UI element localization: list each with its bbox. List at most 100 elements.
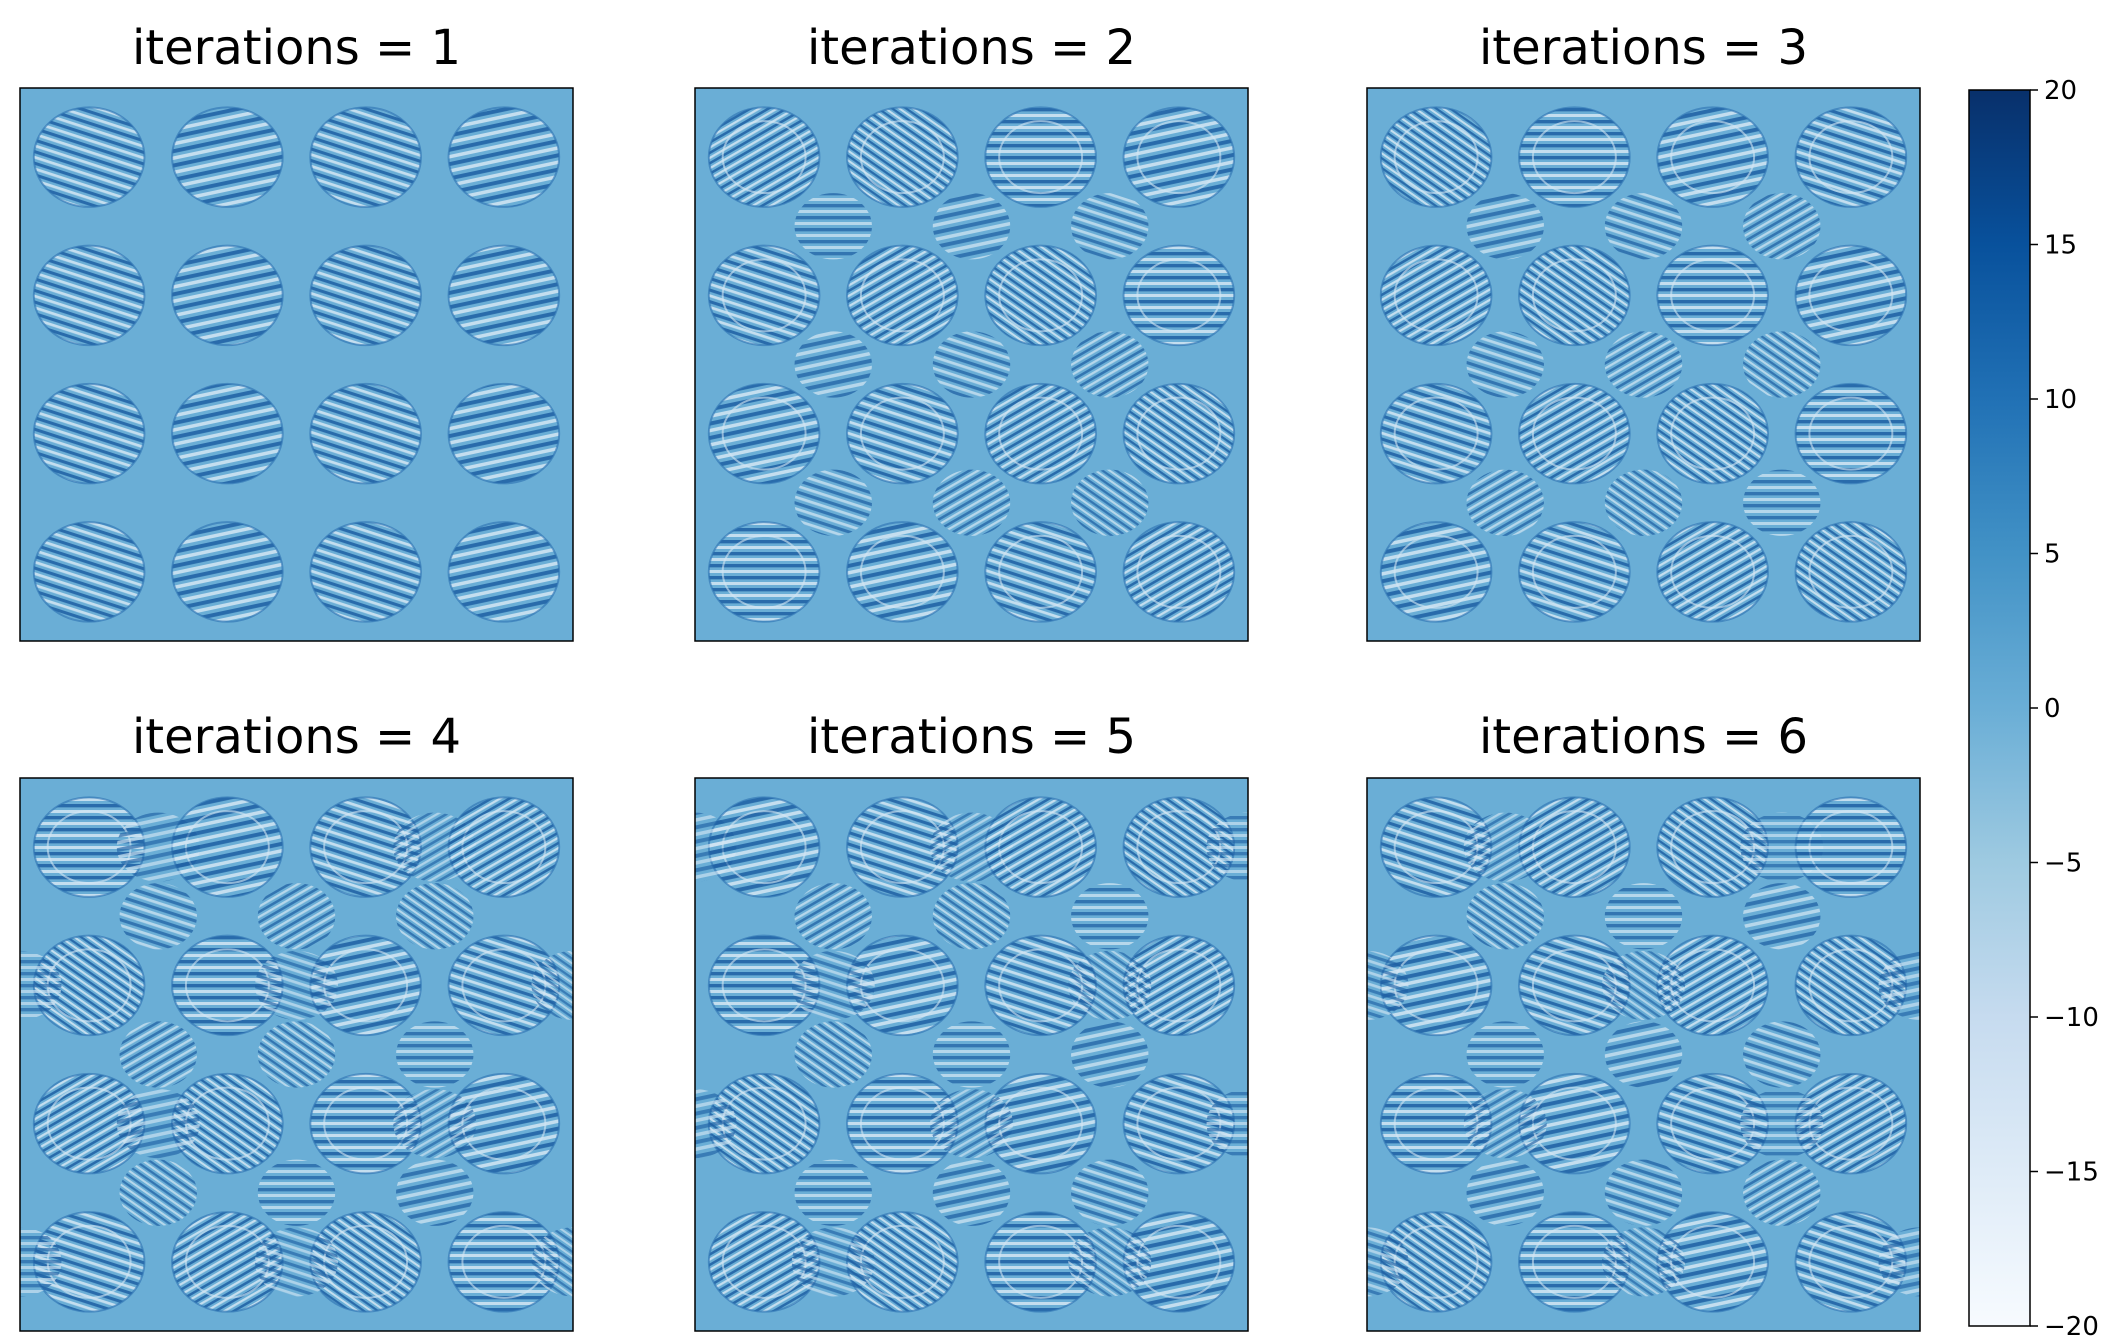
wave-packet	[1068, 1227, 1152, 1297]
wave-packet	[1656, 382, 1769, 485]
wave-packet	[1379, 244, 1493, 347]
wave-packet	[1122, 244, 1236, 347]
wave-packet	[846, 244, 959, 347]
colorbar-tick-label: −20	[2044, 1312, 2099, 1341]
wave-packet	[984, 382, 1097, 485]
wave-packet	[255, 1227, 338, 1297]
wave-packet	[1794, 244, 1908, 347]
wave-packet	[1326, 674, 1409, 743]
wave-packet	[447, 244, 561, 347]
wave-packet	[20, 1227, 62, 1297]
panel-4: iterations = 4	[0, 674, 574, 1332]
colorbar-gradient	[1968, 89, 2031, 1327]
wave-packet	[794, 331, 872, 398]
panel-5: iterations = 5	[694, 709, 1249, 1332]
wave-packet	[531, 1227, 573, 1297]
wave-packet	[171, 244, 284, 347]
wave-packet	[1743, 331, 1821, 398]
wave-packet	[255, 950, 338, 1020]
wave-packet	[930, 812, 1013, 882]
wave-packet	[932, 883, 1011, 950]
wave-packet	[396, 883, 474, 950]
wave-packet	[1071, 193, 1149, 260]
wave-packet	[1878, 1227, 1920, 1297]
panel-frame	[1366, 777, 1921, 1332]
panel-title: iterations = 1	[132, 20, 461, 76]
panel-frame	[19, 87, 574, 642]
wave-packet	[1071, 1159, 1149, 1226]
wave-packet	[447, 521, 561, 623]
panels: iterations = 1 iterations = 2 iterations =…	[0, 20, 1962, 1332]
wave-packet	[1379, 521, 1493, 623]
panel-frame	[694, 87, 1249, 642]
wave-packet	[695, 812, 737, 882]
wave-packet	[171, 382, 284, 485]
wave-packet	[32, 521, 146, 623]
wave-packet	[1794, 106, 1908, 208]
wave-packet	[930, 1089, 1013, 1159]
wave-packet	[396, 1021, 474, 1088]
wave-packet	[0, 674, 61, 743]
wave-packet	[20, 950, 62, 1020]
wave-packet	[846, 106, 959, 208]
wave-packet	[1656, 244, 1769, 347]
wave-packet	[1518, 382, 1631, 485]
wave-packet	[1604, 883, 1683, 950]
wave-packet	[32, 106, 146, 208]
wave-packet	[1604, 1021, 1683, 1088]
wave-packet	[794, 883, 872, 950]
wave-packet	[1879, 674, 1962, 743]
wave-packet	[794, 469, 872, 536]
wave-packet	[309, 106, 422, 208]
wave-packet	[309, 521, 422, 623]
wave-packet	[1518, 106, 1631, 208]
wave-packet	[1604, 193, 1683, 260]
wave-packet	[1518, 521, 1631, 623]
wave-packet	[1466, 331, 1544, 398]
wave-packet	[1463, 812, 1547, 882]
colorbar-tick-label: 5	[2044, 540, 2061, 570]
wave-packet	[1656, 106, 1769, 208]
wave-packet	[1206, 1089, 1248, 1159]
wave-packet	[1602, 1227, 1685, 1297]
wave-packet	[1122, 106, 1236, 208]
wave-packet	[116, 1089, 200, 1159]
panel-6: iterations = 6	[1326, 674, 1962, 1332]
wave-packet	[119, 883, 197, 950]
wave-packet	[707, 382, 821, 485]
colorbar-tick-label: −15	[2044, 1158, 2099, 1188]
wave-packet	[1071, 331, 1149, 398]
wave-packet	[257, 1021, 336, 1088]
colorbar-tick-label: 0	[2044, 694, 2061, 724]
colorbar-tick-label: 20	[2044, 76, 2077, 106]
wave-packet	[1604, 1159, 1683, 1226]
wave-packet	[1367, 950, 1409, 1020]
colorbar-tick-label: −5	[2044, 849, 2082, 879]
wave-packet	[447, 106, 561, 208]
wave-packet	[1071, 1021, 1149, 1088]
wave-packet	[984, 521, 1097, 623]
panel-title: iterations = 4	[132, 709, 461, 765]
wave-packet	[309, 382, 422, 485]
wave-packet	[1878, 950, 1920, 1020]
wave-packet	[1466, 193, 1544, 260]
wave-packet	[794, 1159, 872, 1226]
wave-packet	[1743, 469, 1821, 536]
wave-packet	[1656, 521, 1769, 623]
wave-packet	[707, 244, 821, 347]
wave-packet	[791, 950, 875, 1020]
wave-packet	[119, 1021, 197, 1088]
wave-packet	[1466, 1021, 1544, 1088]
panel-title: iterations = 3	[1479, 20, 1808, 76]
wave-packet	[1071, 469, 1149, 536]
wave-packet	[171, 106, 284, 208]
panel-title: iterations = 5	[807, 709, 1136, 765]
wave-packet	[794, 1021, 872, 1088]
wave-packet	[1743, 1159, 1821, 1226]
wave-packet	[531, 950, 573, 1020]
wave-packet	[1466, 883, 1544, 950]
wave-packet	[1463, 1089, 1547, 1159]
wave-packet	[984, 244, 1097, 347]
wave-packet	[32, 244, 146, 347]
